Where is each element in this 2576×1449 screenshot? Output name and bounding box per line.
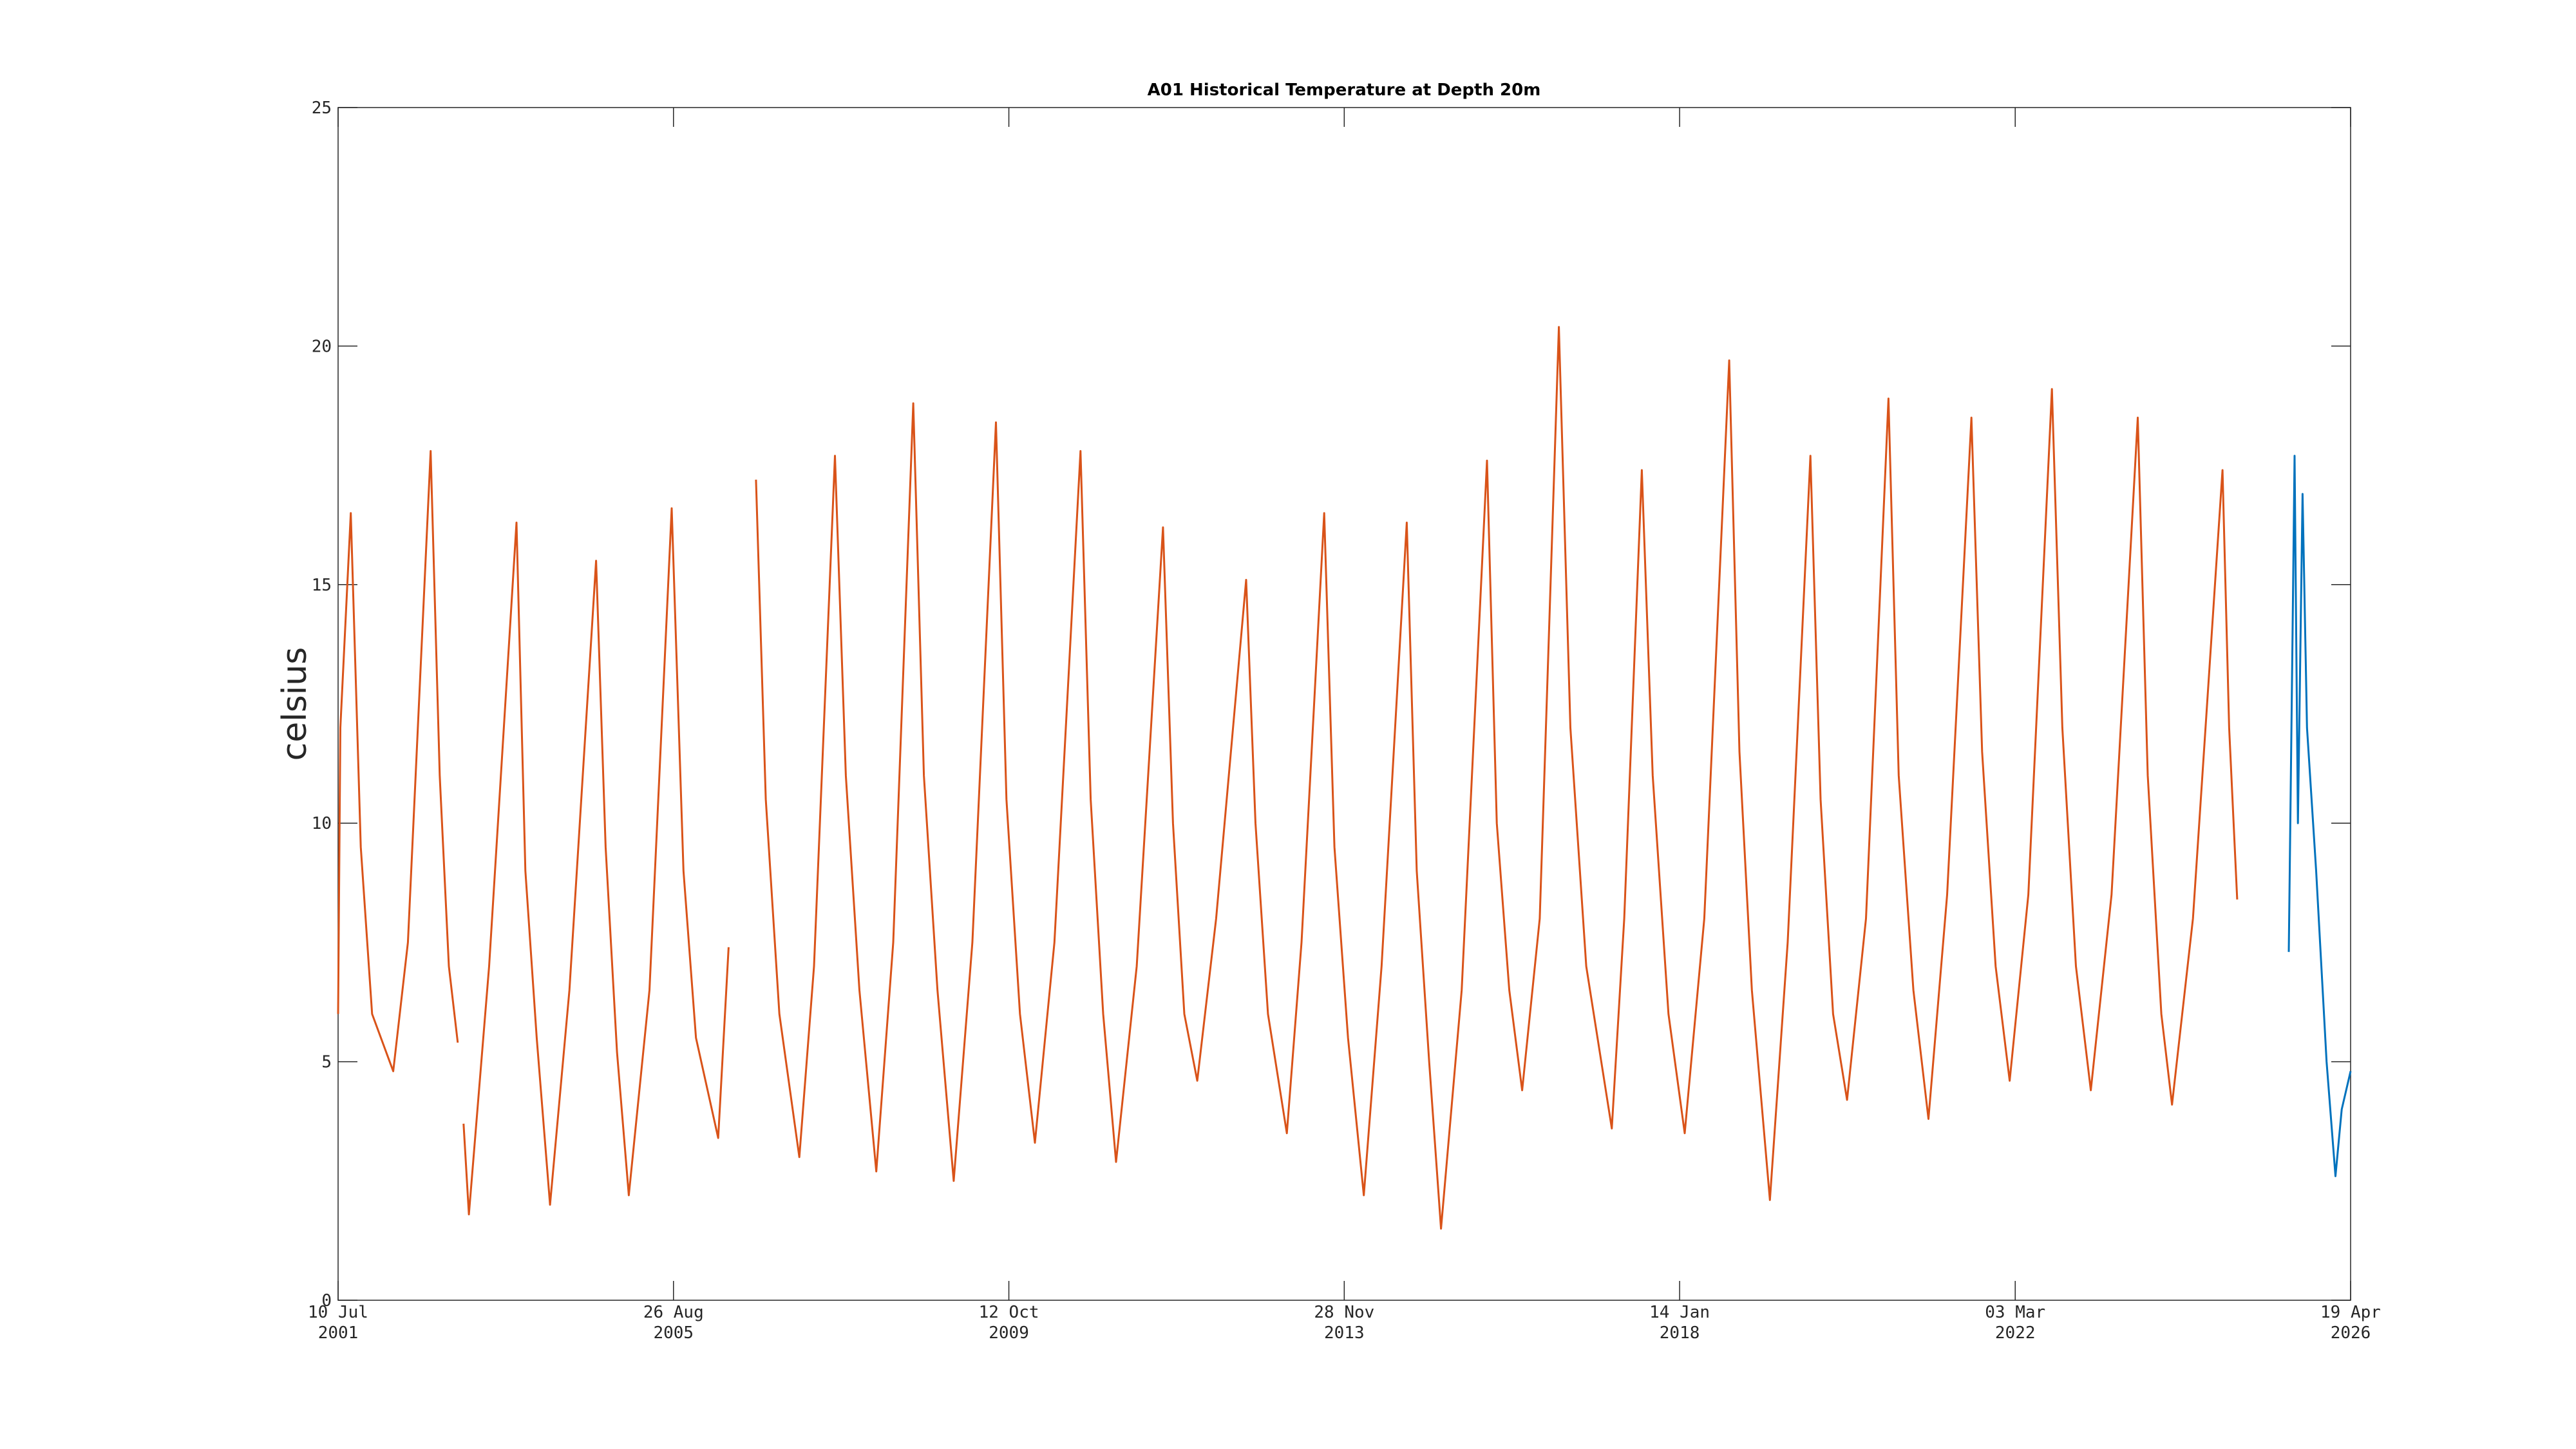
chart-title: A01 Historical Temperature at Depth 20m <box>1148 80 1541 100</box>
y-tick-label: 5 <box>321 1053 332 1072</box>
y-tick-label: 15 <box>312 576 332 595</box>
x-tick-label: 2009 <box>989 1323 1029 1343</box>
data-line <box>2287 455 2352 1177</box>
x-tick-label: 19 Apr <box>2320 1303 2381 1322</box>
x-tick-label: 2013 <box>1324 1323 1365 1343</box>
x-tick-label: 2001 <box>318 1323 359 1343</box>
x-tick-label: 2022 <box>1995 1323 2036 1343</box>
y-tick-label: 0 <box>321 1291 332 1311</box>
x-tick-label: 2018 <box>1660 1323 1700 1343</box>
x-tick-label: 12 Oct <box>979 1303 1039 1322</box>
data-line <box>337 326 2239 1230</box>
x-tick-label: 2005 <box>653 1323 694 1343</box>
x-tick-label: 14 Jan <box>1649 1303 1710 1322</box>
x-tick-label: 10 Jul <box>308 1303 368 1322</box>
x-tick-label: 03 Mar <box>1985 1303 2045 1322</box>
y-tick-label: 20 <box>312 337 332 356</box>
x-tick-label: 2026 <box>2331 1323 2371 1343</box>
y-tick-label: 10 <box>312 814 332 833</box>
x-tick-label: 26 Aug <box>643 1303 704 1322</box>
y-tick-label: 25 <box>312 99 332 118</box>
axes-box <box>337 107 2351 1301</box>
x-tick-label: 28 Nov <box>1314 1303 1374 1322</box>
y-axis-label: celsius <box>276 647 314 761</box>
